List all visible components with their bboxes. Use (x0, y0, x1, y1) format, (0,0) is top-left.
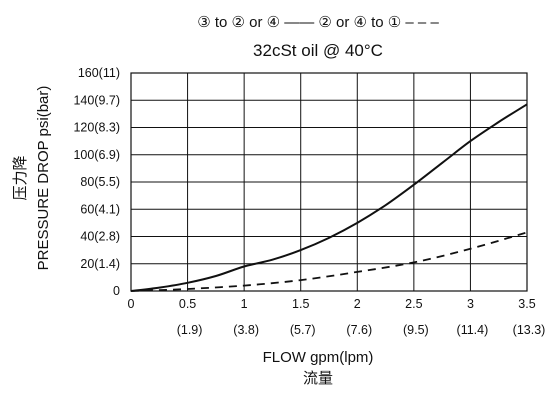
x-tick-label-lpm: (3.8) (233, 323, 259, 337)
y-axis-title: PRESSURE DROP psi(bar) (35, 86, 52, 271)
x-tick-labels-lpm: (1.9) (3.8) (5.7) (7.6) (9.5) (11.4) (13.3) (177, 323, 546, 337)
y-tick-label: 120(8.3) (73, 121, 120, 135)
y-tick-labels: 0 20(1.4) 40(2.8) 60(4.1) 80(5.5) 100(6.9) 120… (73, 66, 120, 298)
x-tick-label: 3.5 (518, 297, 535, 311)
x-tick-label-lpm: (1.9) (177, 323, 203, 337)
y-tick-label: 20(1.4) (80, 257, 120, 271)
x-tick-labels: 0 0.5 1 1.5 2 2.5 3 3.5 (128, 297, 536, 311)
x-tick-label: 0 (128, 297, 135, 311)
grid (131, 73, 527, 291)
x-tick-label-lpm: (5.7) (290, 323, 316, 337)
x-tick-label-lpm: (9.5) (403, 323, 429, 337)
y-axis-title-cn: 压力降 (12, 155, 29, 200)
x-tick-label: 2 (354, 297, 361, 311)
x-tick-label: 3 (467, 297, 474, 311)
plot-frame (130, 72, 528, 292)
legend: ③ to ② or ④ —— ② or ④ to ① – – – (197, 14, 439, 31)
x-axis-title: FLOW gpm(lpm) (263, 349, 374, 366)
y-tick-label: 80(5.5) (80, 175, 120, 189)
series-line-dashed (130, 231, 528, 292)
x-tick-label: 1 (241, 297, 248, 311)
x-tick-label-lpm: (11.4) (457, 323, 489, 337)
chart-subtitle: 32cSt oil @ 40°C (253, 41, 383, 60)
x-tick-label-lpm: (13.3) (513, 323, 546, 337)
series-line-solid (130, 103, 528, 292)
x-tick-label-lpm: (7.6) (346, 323, 372, 337)
x-axis-title-cn: 流量 (303, 370, 333, 387)
x-tick-label: 1.5 (292, 297, 309, 311)
y-tick-label: 100(6.9) (73, 148, 120, 162)
x-tick-label: 0.5 (179, 297, 196, 311)
y-tick-label: 0 (113, 284, 120, 298)
y-tick-label: 40(2.8) (80, 230, 120, 244)
legend-line: ③ to ② or ④ —— ② or ④ to ① – – – (197, 14, 439, 31)
x-tick-label: 2.5 (405, 297, 422, 311)
y-tick-label: 160(11) (78, 66, 120, 80)
y-tick-label: 60(4.1) (80, 202, 120, 216)
y-tick-label: 140(9.7) (73, 93, 120, 107)
